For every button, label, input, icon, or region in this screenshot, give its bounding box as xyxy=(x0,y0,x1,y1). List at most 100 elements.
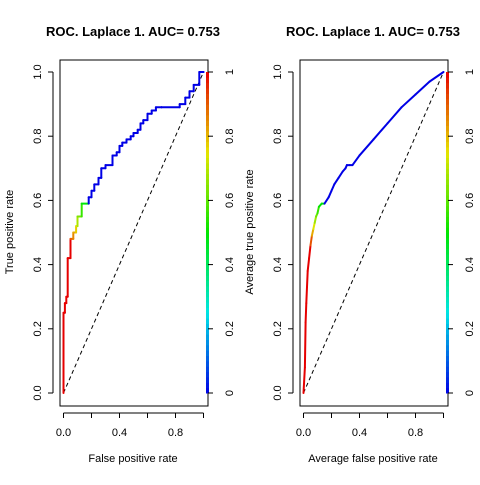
colorbar-segment-right xyxy=(446,221,449,228)
colorbar-segment-left xyxy=(206,334,209,340)
colorbar-segment-left xyxy=(206,264,209,271)
colorbar-segment-right xyxy=(446,168,449,175)
colorbar-segment-right xyxy=(446,376,449,383)
colorbar-segment-left xyxy=(206,350,209,357)
colorbar-segment-left xyxy=(206,366,209,373)
roc-curve-segment-right xyxy=(313,215,318,224)
colorbar-segment-right xyxy=(446,136,449,143)
colorbar-segment-right xyxy=(446,179,449,185)
colorbar-segment-right xyxy=(446,88,449,94)
roc-panel-right: ROC. Laplace 1. AUC= 0.753 Average false… xyxy=(244,24,476,465)
roc-curve-segment-right xyxy=(323,196,330,205)
colorbar-segment-right xyxy=(446,328,449,335)
roc-curve-segment-right xyxy=(414,80,431,96)
roc-curve-segment-right xyxy=(330,183,336,192)
colorbar-segment-left xyxy=(206,109,209,116)
x-tick-label-left: 0.4 xyxy=(112,427,127,439)
roc-curve-segment-right xyxy=(372,122,389,141)
colorbar-segment-right xyxy=(446,146,449,153)
colorbar-tick-label-right: 0.8 xyxy=(464,129,476,144)
colorbar-segment-right xyxy=(446,152,449,159)
y-tick-label-left: 1.0 xyxy=(32,64,44,79)
colorbar-tick-label-right: 1 xyxy=(464,69,476,75)
roc-curve-segment-right xyxy=(327,189,333,199)
colorbar-segment-right xyxy=(446,296,449,303)
colorbar-tick-label-left: 1 xyxy=(224,69,236,75)
colorbar-segment-left xyxy=(206,344,209,351)
y-axis-label-left: True positive rate xyxy=(4,190,16,275)
colorbar-segment-right xyxy=(446,200,449,207)
colorbar-segment-right xyxy=(446,302,449,308)
colorbar-segment-right xyxy=(446,72,449,78)
colorbar-segment-left xyxy=(206,179,209,185)
x-axis-label-left: False positive rate xyxy=(88,453,177,465)
colorbar-segment-right xyxy=(446,286,449,292)
colorbar-segment-right xyxy=(446,130,449,137)
roc-curve-segment-right xyxy=(312,221,316,231)
colorbar-segment-left xyxy=(206,211,209,217)
roc-curve-segment-right xyxy=(308,244,312,260)
colorbar-segment-left xyxy=(206,355,209,362)
colorbar-segment-left xyxy=(206,302,209,308)
roc-curve-segment-right xyxy=(333,176,340,186)
colorbar-segment-left xyxy=(206,318,209,324)
y-tick-label-right: 0.2 xyxy=(272,321,284,336)
colorbar-segment-right xyxy=(446,355,449,362)
colorbar-segment-left xyxy=(206,360,209,367)
colorbar-segment-left xyxy=(206,216,209,223)
roc-curve-segment-right xyxy=(310,228,315,237)
colorbar-segment-left xyxy=(206,237,209,244)
colorbar-segment-left xyxy=(206,312,209,319)
colorbar-segment-right xyxy=(446,125,449,132)
colorbar-segment-right xyxy=(446,344,449,351)
colorbar-segment-left xyxy=(206,339,209,346)
roc-curve-segment-right xyxy=(337,170,344,179)
chart-title-left: ROC. Laplace 1. AUC= 0.753 xyxy=(46,24,220,39)
colorbar-segment-right xyxy=(446,82,449,89)
colorbar-segment-left xyxy=(206,307,209,314)
colorbar-segment-right xyxy=(446,216,449,223)
colorbar-segment-left xyxy=(206,232,209,239)
colorbar-segment-left xyxy=(206,371,209,378)
colorbar-segment-left xyxy=(206,77,209,84)
colorbar-segment-left xyxy=(206,296,209,303)
colorbar-segment-left xyxy=(206,130,209,137)
colorbar-segment-right xyxy=(446,387,449,394)
roc-curve-segment-right xyxy=(305,286,308,305)
roc-curve-segment-right xyxy=(316,205,320,215)
x-tick-label-right: 0.0 xyxy=(296,427,311,439)
colorbar-segment-left xyxy=(206,189,209,196)
colorbar-segment-left xyxy=(206,221,209,228)
colorbar-segment-left xyxy=(206,114,209,121)
y-axis-label-right: Average true positive rate xyxy=(244,169,256,294)
colorbar-segment-left xyxy=(206,200,209,207)
colorbar-segment-right xyxy=(446,120,449,126)
y-tick-label-left: 0.6 xyxy=(32,193,44,208)
y-tick-label-left: 0.2 xyxy=(32,321,44,336)
colorbar-segment-right xyxy=(446,248,449,255)
colorbar-tick-label-left: 0.6 xyxy=(224,193,236,208)
roc-curve-segment-right xyxy=(306,257,311,273)
colorbar-segment-left xyxy=(206,248,209,255)
y-tick-label-left: 0.0 xyxy=(32,385,44,400)
colorbar-segment-left xyxy=(206,328,209,335)
colorbar-tick-label-right: 0.4 xyxy=(464,257,476,272)
colorbar-segment-right xyxy=(446,237,449,244)
colorbar-segment-left xyxy=(206,146,209,153)
colorbar-segment-left xyxy=(206,120,209,126)
colorbar-segment-right xyxy=(446,157,449,164)
roc-curve-segment-right xyxy=(428,71,445,83)
colorbar-segment-right xyxy=(446,360,449,367)
colorbar-segment-right xyxy=(446,269,449,276)
colorbar-segment-left xyxy=(206,280,209,287)
colorbar-segment-left xyxy=(206,323,209,330)
y-tick-label-right: 0.4 xyxy=(272,257,284,272)
roc-curve-segment-right xyxy=(400,93,417,109)
colorbar-segment-right xyxy=(446,211,449,217)
roc-curve-segment-right xyxy=(351,154,361,167)
colorbar-segment-left xyxy=(206,93,209,100)
colorbar-segment-right xyxy=(446,323,449,330)
colorbar-segment-left xyxy=(206,173,209,180)
roc-panel-left: ROC. Laplace 1. AUC= 0.753 False positiv… xyxy=(4,24,236,465)
x-tick-label-left: 0.8 xyxy=(168,427,183,439)
